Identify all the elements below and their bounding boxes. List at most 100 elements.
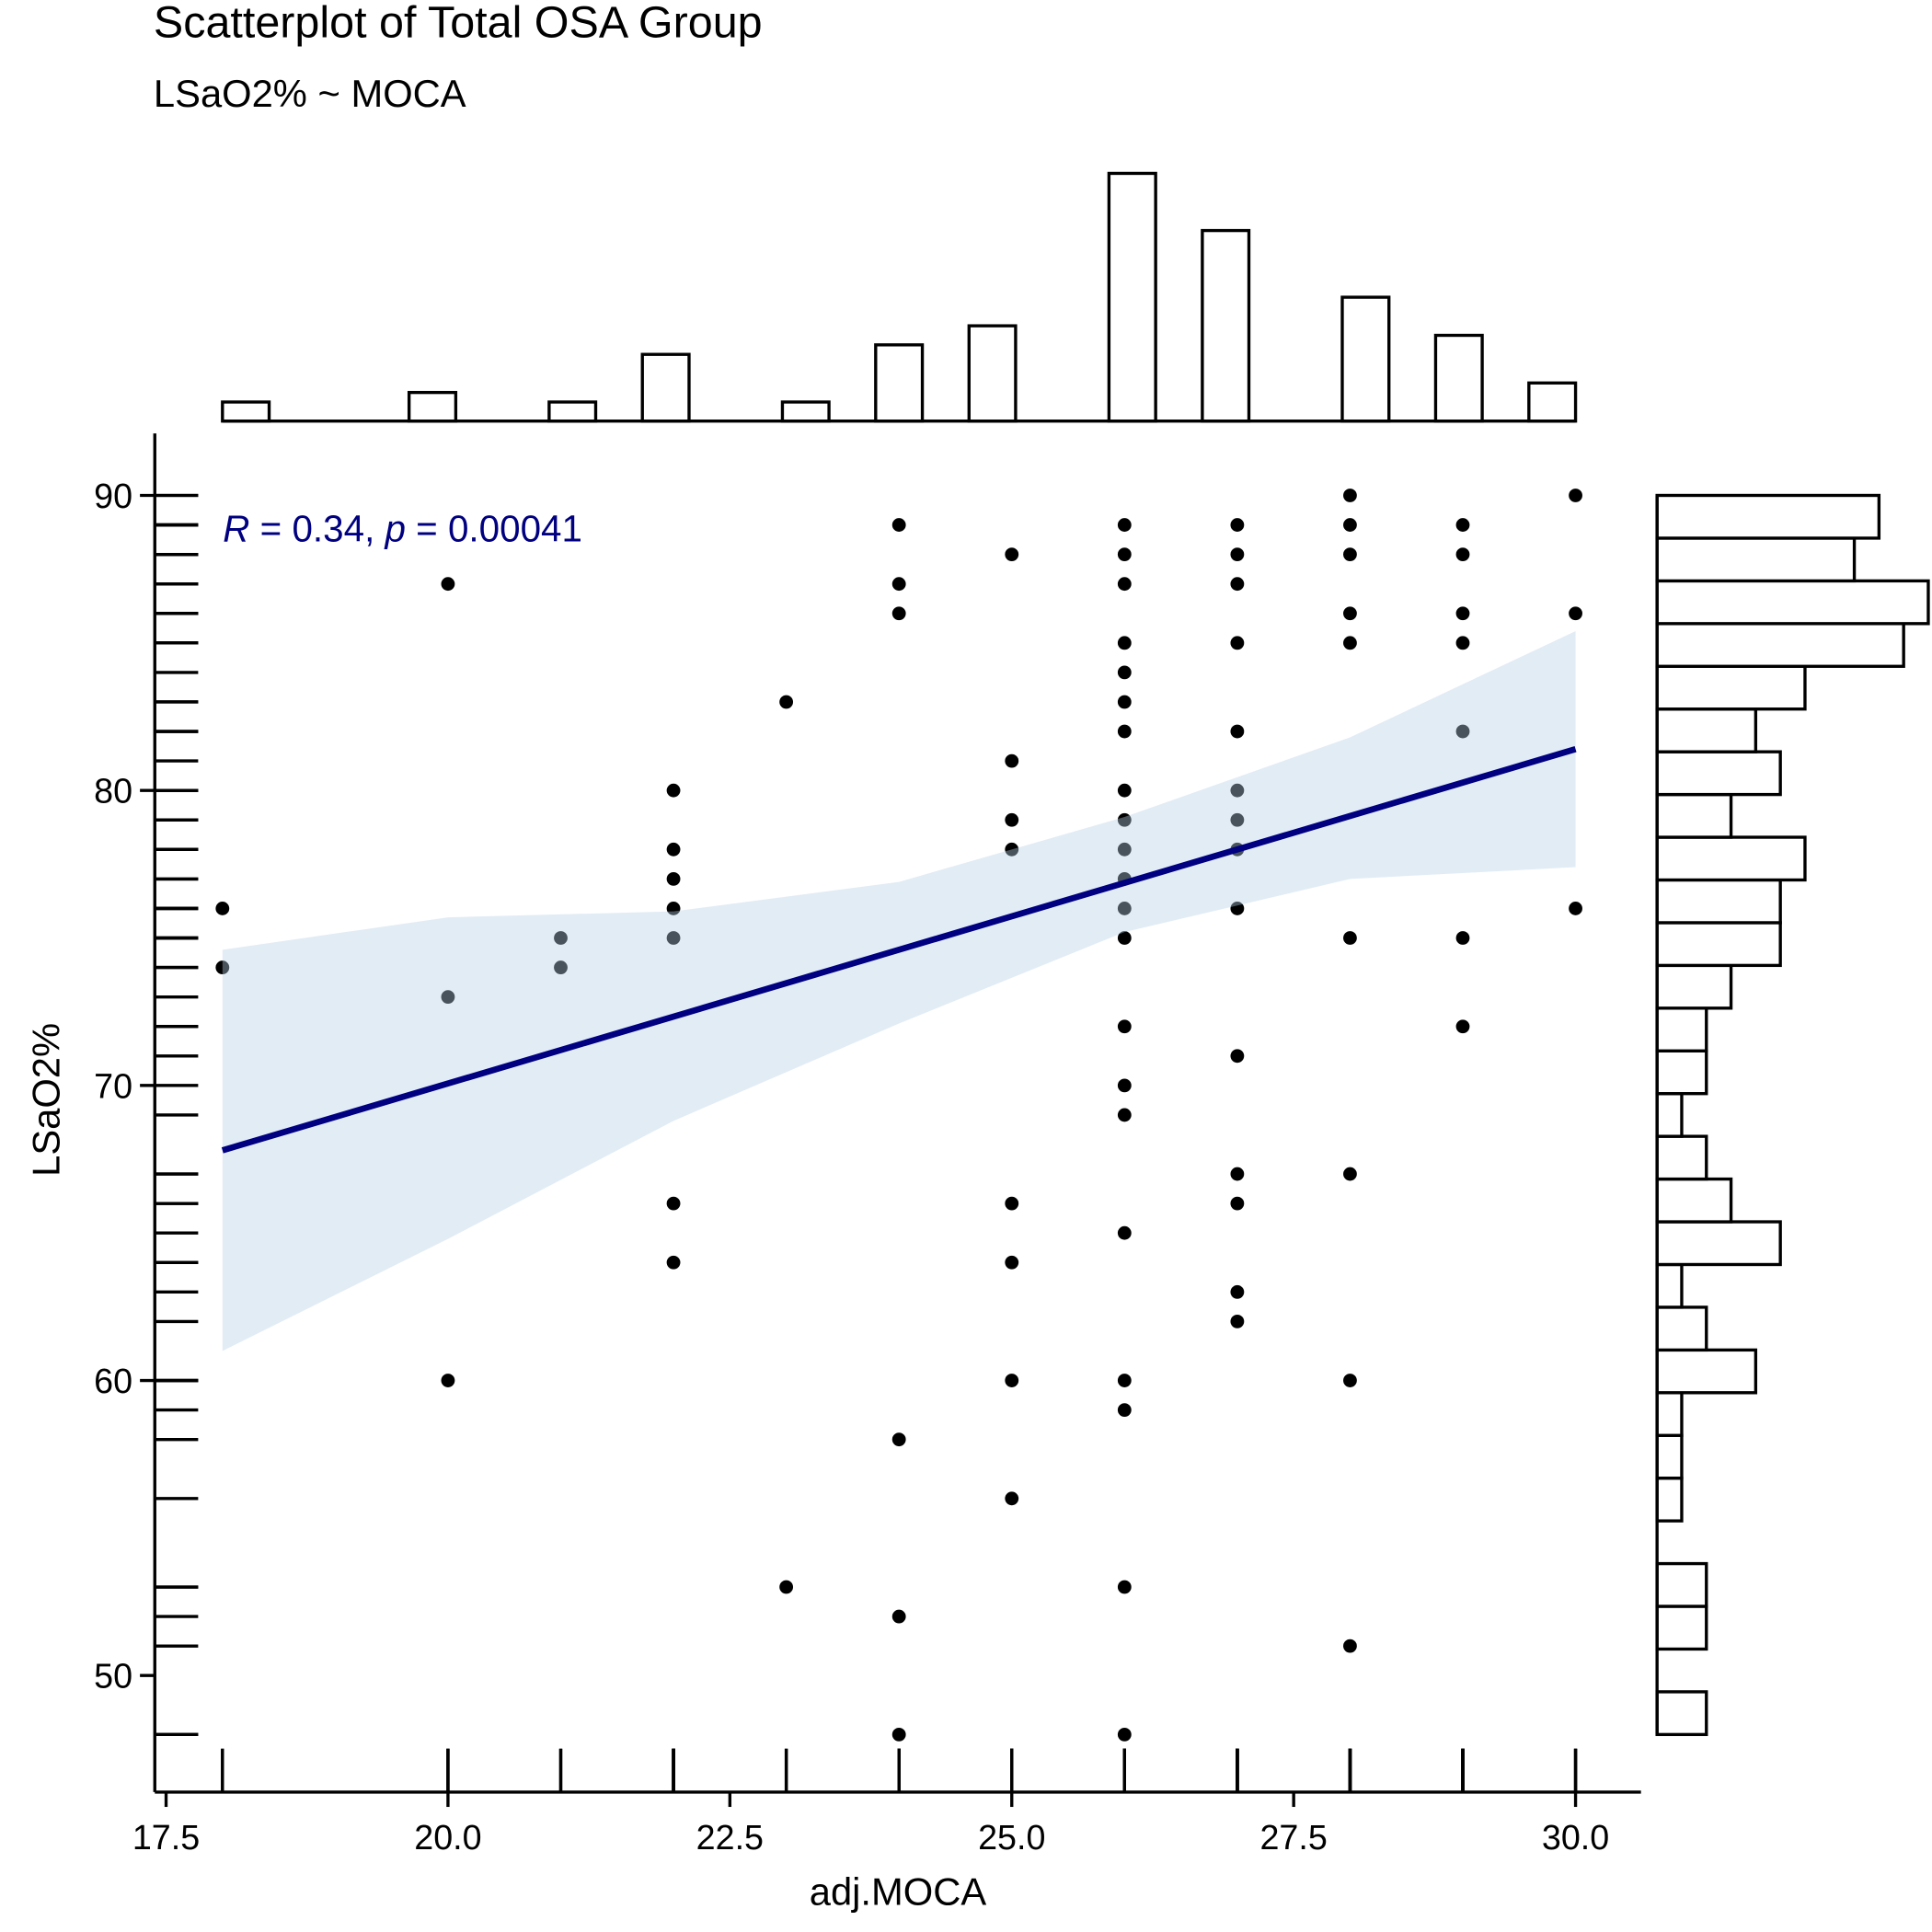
x-tick-label: 30.0 — [1542, 1818, 1609, 1857]
y-tick-label: 70 — [94, 1066, 132, 1105]
right-hist-bar — [1655, 579, 1930, 626]
point — [1117, 577, 1132, 592]
point — [1117, 931, 1132, 945]
right-hist-bar — [1655, 493, 1881, 540]
point — [1455, 931, 1470, 945]
y-tick-label: 80 — [94, 772, 132, 811]
point — [1230, 812, 1245, 827]
right-hist-bar — [1655, 835, 1807, 882]
top-hist-bar — [1340, 295, 1391, 423]
annotation: R = 0.34, p = 0.00041 — [223, 507, 582, 549]
right-hist-bar — [1655, 1690, 1708, 1737]
point — [666, 783, 681, 798]
point — [1343, 606, 1357, 621]
point — [215, 902, 230, 915]
point — [1117, 547, 1132, 562]
right-hist-bar — [1655, 1134, 1708, 1181]
right-hist-bar — [1655, 664, 1807, 711]
point — [891, 518, 906, 532]
right-hist-bar — [1655, 792, 1733, 839]
right-hist-bar — [1655, 1262, 1684, 1309]
point — [1117, 695, 1132, 709]
chart-title: Scatterplot of Total OSA Group — [154, 0, 763, 47]
top-hist-bar — [874, 343, 925, 423]
y-tick-label: 60 — [94, 1362, 132, 1400]
point — [1117, 1403, 1132, 1418]
point — [1005, 1374, 1019, 1387]
point — [215, 960, 230, 974]
point — [891, 1609, 906, 1624]
annotation-part: p — [385, 507, 406, 549]
point — [554, 960, 568, 974]
point — [1455, 1019, 1470, 1034]
top-hist-bar — [547, 400, 598, 423]
point — [779, 695, 794, 709]
point — [1117, 842, 1132, 857]
top-hist-bar — [407, 390, 458, 423]
point — [666, 842, 681, 857]
point — [1455, 547, 1470, 562]
point — [1117, 812, 1132, 827]
right-hist-bar — [1655, 1476, 1684, 1523]
point — [666, 931, 681, 945]
right-hist-bar — [1655, 1220, 1782, 1267]
point — [554, 931, 568, 945]
point — [1343, 1167, 1357, 1181]
x-tick-label: 17.5 — [132, 1818, 200, 1857]
point — [1569, 489, 1582, 502]
point — [1455, 606, 1470, 621]
x-tick-label: 20.0 — [414, 1818, 481, 1857]
point — [1343, 489, 1357, 502]
point — [891, 577, 906, 592]
point — [1343, 547, 1357, 562]
point — [441, 577, 455, 592]
point — [1230, 577, 1245, 592]
point — [666, 1255, 681, 1270]
point — [1117, 1019, 1132, 1034]
point — [1230, 1049, 1245, 1064]
point — [1230, 1196, 1245, 1211]
right-hist-bar — [1655, 1305, 1708, 1352]
point — [1005, 1255, 1019, 1270]
point — [1343, 1639, 1357, 1653]
right-hist-bar — [1655, 1561, 1708, 1608]
x-tick-label: 22.5 — [696, 1818, 764, 1857]
point — [1230, 547, 1245, 562]
point — [441, 990, 455, 1005]
point — [1455, 724, 1470, 739]
point — [1117, 902, 1132, 915]
right-hist-bar — [1655, 1049, 1708, 1096]
x-tick-label: 25.0 — [978, 1818, 1045, 1857]
right-hist-bar — [1655, 1433, 1684, 1480]
right-hist-bar — [1655, 1177, 1733, 1224]
point — [1005, 753, 1019, 768]
confidence-band — [222, 631, 1576, 1351]
right-hist-bar — [1655, 1006, 1708, 1052]
right-hist-bar — [1655, 707, 1758, 753]
point — [666, 871, 681, 886]
right-hist-bar — [1655, 1604, 1708, 1651]
point — [1117, 665, 1132, 680]
top-hist-bar — [1527, 381, 1578, 423]
y-tick-label: 50 — [94, 1657, 132, 1696]
point — [1117, 1078, 1132, 1093]
point — [1569, 606, 1582, 621]
annotation-part: = 0.34, — [249, 507, 385, 549]
point — [1230, 1284, 1245, 1299]
point — [1117, 1727, 1132, 1742]
right-hist-bar — [1655, 536, 1857, 583]
point — [1005, 1196, 1019, 1211]
top-hist-bar — [640, 352, 691, 423]
point — [666, 902, 681, 915]
point — [1117, 1225, 1132, 1240]
right-hist-bar — [1655, 1348, 1758, 1395]
point — [1343, 931, 1357, 945]
y-tick-label: 90 — [94, 477, 132, 515]
fit-line — [221, 746, 1577, 1154]
x-axis-label: adj.MOCA — [810, 1869, 987, 1913]
point — [1343, 1374, 1357, 1387]
x-tick-label: 27.5 — [1259, 1818, 1327, 1857]
point — [1343, 636, 1357, 650]
